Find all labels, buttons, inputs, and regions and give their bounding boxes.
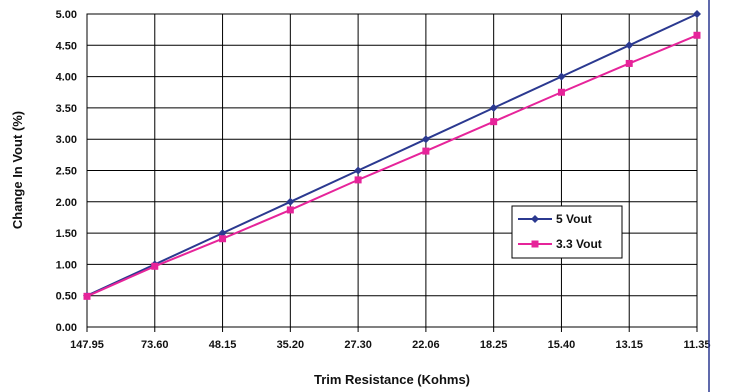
y-tick-label: 0.50 [56,291,77,303]
data-point-square [151,262,159,270]
legend: 5 Vout 3.3 Vout [511,205,623,259]
legend-marker-3-3vout [531,240,539,248]
legend-label-3-3vout: 3.3 Vout [556,237,602,251]
data-point-square [422,147,430,155]
y-tick-label: 4.50 [56,40,77,52]
y-tick-label: 0.00 [56,322,77,334]
legend-label-5vout: 5 Vout [556,212,592,226]
data-point-square [557,88,565,96]
y-tick-label: 1.00 [56,259,77,271]
data-point-diamond [354,166,363,175]
y-tick-label: 2.50 [56,166,77,178]
data-point-diamond [625,41,634,50]
y-tick-label: 2.00 [56,197,77,209]
data-point-square [693,31,701,39]
y-tick-label: 5.00 [56,9,77,21]
data-point-square [625,59,633,67]
x-tick-label: 11.35 [684,339,711,351]
data-point-square [286,206,294,214]
x-tick-label: 48.15 [209,339,237,351]
axes [86,13,698,332]
tick-labels: 0.00 0.50 1.00 1.50 2.00 2.50 3.00 3.50 4.00 4.50… [56,9,711,351]
legend-marker-5vout [531,215,539,223]
data-point-square [219,235,227,243]
x-tick-label: 147.95 [70,339,104,351]
data-point-diamond [286,197,295,206]
y-tick-label: 4.00 [56,72,77,84]
data-point-diamond [693,10,701,18]
data-point-diamond [557,72,566,81]
y-tick-label: 1.50 [56,228,77,240]
data-point-diamond [218,229,227,238]
y-tick-label: 3.00 [56,134,77,146]
data-point-square [83,292,91,300]
data-point-diamond [421,135,430,144]
x-axis-title: Trim Resistance (Kohms) [314,372,470,387]
x-tick-label: 13.15 [615,339,643,351]
x-tick-label: 27.30 [344,339,372,351]
x-tick-label: 35.20 [277,339,305,351]
series-line [86,13,698,297]
x-tick-label: 73.60 [141,339,169,351]
data-point-diamond [489,103,498,112]
series [83,10,701,300]
y-tick-label: 3.50 [56,103,77,115]
x-tick-label: 15.40 [548,339,576,351]
y-axis-title: Change In Vout (%) [10,111,25,229]
series-line [86,34,698,298]
x-tick-label: 18.25 [480,339,508,351]
legend-box [511,205,623,259]
series-3-3-vout [83,31,701,300]
data-point-square [490,118,498,126]
plot-frame [86,13,698,328]
data-point-square [354,176,362,184]
x-tick-label: 22.06 [412,339,440,351]
